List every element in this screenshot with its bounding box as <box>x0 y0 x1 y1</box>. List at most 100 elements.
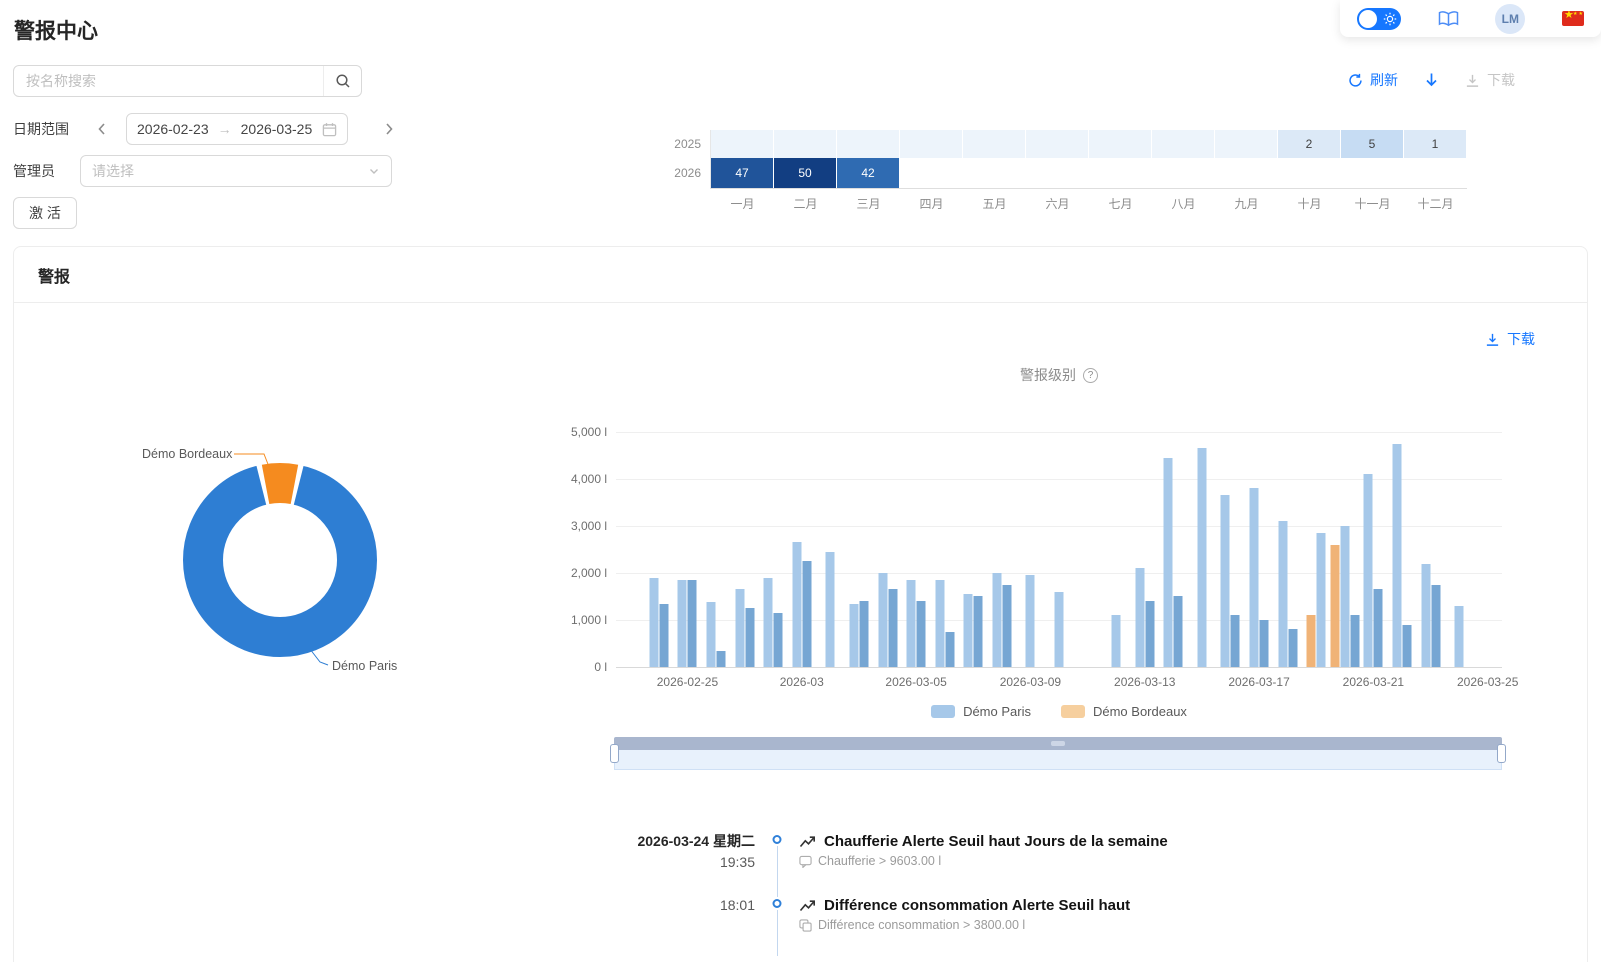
china-flag-icon[interactable]: ★ ★★ <box>1562 11 1584 26</box>
date-range-picker[interactable]: 2026-02-23 → 2026-03-25 <box>126 113 348 145</box>
bar-paris-2026-03-03[interactable] <box>859 601 868 667</box>
bar-paris-2026-02-25[interactable] <box>678 580 687 667</box>
heatmap-cell-2026-9[interactable] <box>1215 158 1278 188</box>
bar-paris-2026-03-13[interactable] <box>1135 568 1144 667</box>
activate-button[interactable]: 激 活 <box>13 197 77 229</box>
zoom-slider-track[interactable] <box>614 737 1502 750</box>
bar-paris-2026-02-28[interactable] <box>764 578 773 667</box>
bar-paris-2026-03-23[interactable] <box>1431 585 1440 667</box>
bar-paris-2026-03-06[interactable] <box>945 632 954 667</box>
help-icon[interactable]: ? <box>1083 368 1098 383</box>
heatmap-cell-2025-3[interactable] <box>837 130 900 158</box>
bar-paris-2026-02-24[interactable] <box>649 578 658 667</box>
bar-paris-2026-03-21[interactable] <box>1374 589 1383 667</box>
bar-paris-2026-03-22[interactable] <box>1402 625 1411 667</box>
bar-paris-2026-03-18[interactable] <box>1288 629 1297 667</box>
bar-bordeaux-2026-03-20[interactable] <box>1330 545 1339 667</box>
heatmap-cell-2026-6[interactable] <box>1026 158 1089 188</box>
heatmap-cell-2025-6[interactable] <box>1026 130 1089 158</box>
heatmap-cell-2026-3[interactable]: 42 <box>837 158 900 188</box>
bar-paris-2026-03-12[interactable] <box>1112 615 1121 667</box>
bar-paris-2026-03-05[interactable] <box>907 580 916 667</box>
bar-paris-2026-03-07[interactable] <box>974 596 983 667</box>
heatmap-cell-2026-7[interactable] <box>1089 158 1152 188</box>
bar-paris-2026-03-16[interactable] <box>1221 495 1230 667</box>
heatmap-cell-2025-12[interactable]: 1 <box>1404 130 1467 158</box>
bar-paris-2026-03-17[interactable] <box>1250 488 1259 667</box>
date-end-value[interactable]: 2026-03-25 <box>241 121 313 137</box>
bar-paris-2026-03-15[interactable] <box>1197 448 1206 667</box>
bar-paris-2026-02-27[interactable] <box>735 589 744 667</box>
heatmap-cell-2025-9[interactable] <box>1215 130 1278 158</box>
bar-paris-2026-03-20[interactable] <box>1350 615 1359 667</box>
bar-paris-2026-02-26[interactable] <box>717 651 726 667</box>
bar-paris-2026-03-01[interactable] <box>792 542 801 667</box>
bar-paris-2026-03-08[interactable] <box>1002 585 1011 667</box>
zoom-slider-grip-icon[interactable] <box>1051 741 1065 746</box>
book-icon[interactable] <box>1438 10 1459 27</box>
avatar[interactable]: LM <box>1495 4 1525 34</box>
heatmap-cell-2025-4[interactable] <box>900 130 963 158</box>
bar-paris-2026-03-04[interactable] <box>878 573 887 667</box>
arrow-down-icon[interactable] <box>1424 72 1439 88</box>
timeline-title[interactable]: Chaufferie Alerte Seuil haut Jours de la… <box>799 831 1587 852</box>
heatmap-cell-2025-1[interactable] <box>711 130 774 158</box>
timeline-title[interactable]: Différence consommation Alerte Seuil hau… <box>799 895 1587 916</box>
bar-paris-2026-03-08[interactable] <box>992 573 1001 667</box>
theme-toggle[interactable] <box>1357 8 1401 30</box>
bar-paris-2026-03-09[interactable] <box>1026 575 1035 667</box>
legend-item[interactable]: Démo Bordeaux <box>1061 704 1187 719</box>
bar-paris-2026-03-05[interactable] <box>917 601 926 667</box>
chart-zoom-slider[interactable] <box>614 737 1502 770</box>
bar-paris-2026-03-16[interactable] <box>1231 615 1240 667</box>
bar-paris-2026-03-10[interactable] <box>1055 592 1064 667</box>
heatmap-cell-2026-5[interactable] <box>963 158 1026 188</box>
heatmap-cell-2026-4[interactable] <box>900 158 963 188</box>
bar-paris-2026-03-14[interactable] <box>1164 458 1173 667</box>
heatmap-cell-2026-12[interactable] <box>1404 158 1467 188</box>
heatmap-cell-2025-5[interactable] <box>963 130 1026 158</box>
bar-paris-2026-03-23[interactable] <box>1421 564 1430 667</box>
bar-paris-2026-03-20[interactable] <box>1340 526 1349 667</box>
heatmap-cell-2026-11[interactable] <box>1341 158 1404 188</box>
bar-paris-2026-03-17[interactable] <box>1260 620 1269 667</box>
bar-paris-2026-03-24[interactable] <box>1455 606 1464 667</box>
heatmap-cell-2026-2[interactable]: 50 <box>774 158 837 188</box>
chevron-left-icon[interactable] <box>88 122 116 136</box>
heatmap-cell-2026-1[interactable]: 47 <box>711 158 774 188</box>
bar-paris-2026-03-06[interactable] <box>935 580 944 667</box>
zoom-handle-right[interactable] <box>1497 744 1506 763</box>
bar-paris-2026-03-03[interactable] <box>849 604 858 667</box>
download-button-card[interactable]: 下载 <box>1485 329 1535 349</box>
bar-paris-2026-02-24[interactable] <box>659 604 668 667</box>
bar-paris-2026-03-01[interactable] <box>802 561 811 667</box>
search-icon[interactable] <box>323 66 361 96</box>
heatmap-cell-2026-8[interactable] <box>1152 158 1215 188</box>
bar-paris-2026-03-22[interactable] <box>1392 444 1401 667</box>
bar-paris-2026-03-19[interactable] <box>1317 533 1326 667</box>
bar-paris-2026-02-28[interactable] <box>774 613 783 667</box>
bar-paris-2026-03-13[interactable] <box>1145 601 1154 667</box>
bar-bordeaux-2026-03-19[interactable] <box>1307 615 1316 667</box>
heatmap-cell-2025-7[interactable] <box>1089 130 1152 158</box>
refresh-button[interactable]: 刷新 <box>1348 70 1398 90</box>
bar-paris-2026-03-02[interactable] <box>826 552 835 667</box>
zoom-slider-window[interactable] <box>614 750 1502 770</box>
bar-paris-2026-03-18[interactable] <box>1278 521 1287 667</box>
bar-paris-2026-02-25[interactable] <box>688 580 697 667</box>
chevron-right-icon[interactable] <box>375 122 403 136</box>
heatmap-cell-2025-8[interactable] <box>1152 130 1215 158</box>
zoom-handle-left[interactable] <box>610 744 619 763</box>
bar-paris-2026-03-14[interactable] <box>1174 596 1183 667</box>
bar-paris-2026-03-04[interactable] <box>888 589 897 667</box>
heatmap-cell-2025-10[interactable]: 2 <box>1278 130 1341 158</box>
heatmap-cell-2025-2[interactable] <box>774 130 837 158</box>
heatmap-cell-2026-10[interactable] <box>1278 158 1341 188</box>
legend-item[interactable]: Démo Paris <box>931 704 1031 719</box>
bar-paris-2026-02-27[interactable] <box>745 608 754 667</box>
donut-slice-demo-paris[interactable] <box>203 483 357 637</box>
admin-select[interactable]: 请选择 <box>80 155 392 187</box>
download-button-top[interactable]: 下载 <box>1465 70 1515 90</box>
bar-paris-2026-03-07[interactable] <box>964 594 973 667</box>
bar-paris-2026-02-26[interactable] <box>707 602 716 667</box>
